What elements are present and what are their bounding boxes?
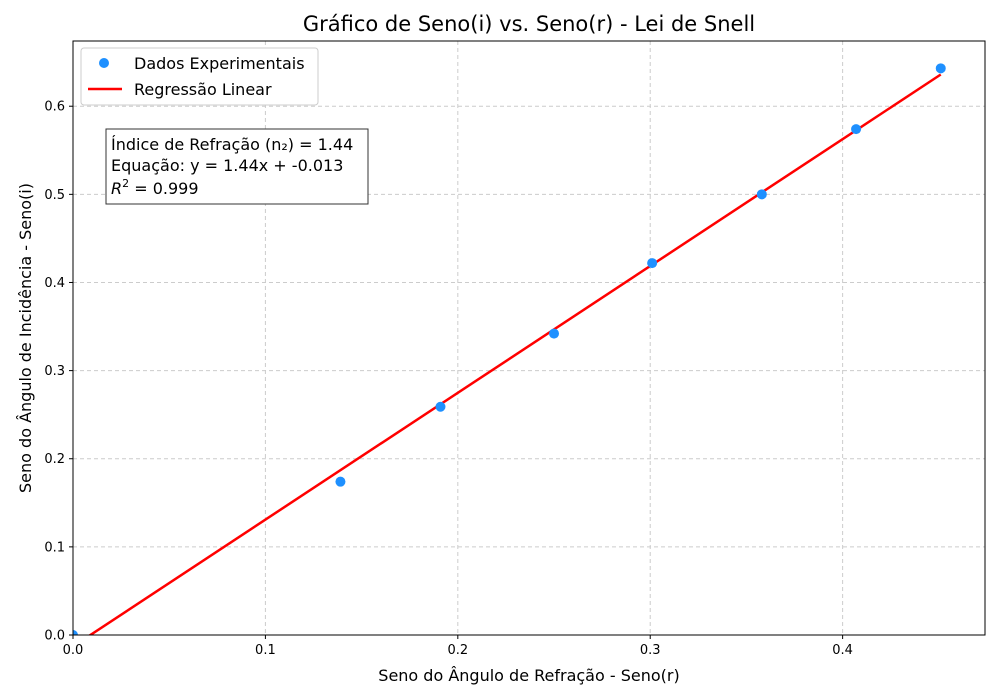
annotation-box: Índice de Refração (n₂) = 1.44 Equação: … bbox=[105, 128, 369, 205]
x-tick-label: 0.3 bbox=[640, 643, 661, 658]
y-tick-label: 0.2 bbox=[44, 452, 65, 467]
y-axis-label: Seno do Ângulo de Incidência - Seno(i) bbox=[16, 183, 35, 493]
x-tick-label: 0.1 bbox=[255, 643, 276, 658]
y-tick-label: 0.3 bbox=[44, 364, 65, 379]
r-squared-symbol: R bbox=[111, 179, 122, 198]
data-layer bbox=[73, 63, 946, 635]
data-point bbox=[851, 124, 862, 135]
y-tick-label: 0.4 bbox=[44, 276, 65, 291]
legend: Dados Experimentais Regressão Linear bbox=[80, 47, 319, 106]
data-point bbox=[935, 63, 946, 74]
legend-label-line: Regressão Linear bbox=[134, 80, 272, 99]
legend-marker-scatter bbox=[99, 58, 109, 68]
regression-line bbox=[88, 73, 942, 635]
chart-title: Gráfico de Seno(i) vs. Seno(r) - Lei de … bbox=[303, 12, 755, 36]
plot-frame bbox=[72, 40, 986, 636]
data-point bbox=[549, 328, 560, 339]
annotation-frame bbox=[105, 128, 369, 205]
annotation-line-1: Índice de Refração (n₂) = 1.44 bbox=[111, 135, 353, 154]
y-tick-label: 0.6 bbox=[44, 100, 65, 115]
y-tick-label: 0.5 bbox=[44, 188, 65, 203]
y-tick-label: 0.0 bbox=[44, 629, 65, 644]
annotation-line-3: R2 = 0.999 bbox=[111, 177, 199, 198]
x-tick-label: 0.0 bbox=[63, 643, 84, 658]
x-tick-label: 0.2 bbox=[447, 643, 468, 658]
data-point bbox=[335, 476, 346, 487]
r-squared-exponent: 2 bbox=[122, 177, 129, 190]
data-point bbox=[435, 401, 446, 412]
data-point bbox=[73, 630, 78, 635]
data-point bbox=[647, 258, 658, 269]
legend-box bbox=[80, 47, 319, 106]
annotation-line-2: Equação: y = 1.44x + -0.013 bbox=[111, 156, 343, 175]
x-tick-label: 0.4 bbox=[832, 643, 853, 658]
data-point bbox=[756, 189, 767, 200]
axes: 0.0 0.1 0.2 0.3 0.4 0.0 0.1 0.2 0.3 0.4 0.5 0.6 bbox=[44, 100, 853, 658]
y-tick-label: 0.1 bbox=[44, 540, 65, 555]
x-axis-label: Seno do Ângulo de Refração - Seno(r) bbox=[378, 666, 679, 685]
legend-label-scatter: Dados Experimentais bbox=[134, 54, 305, 73]
r-squared-value: = 0.999 bbox=[129, 179, 198, 198]
